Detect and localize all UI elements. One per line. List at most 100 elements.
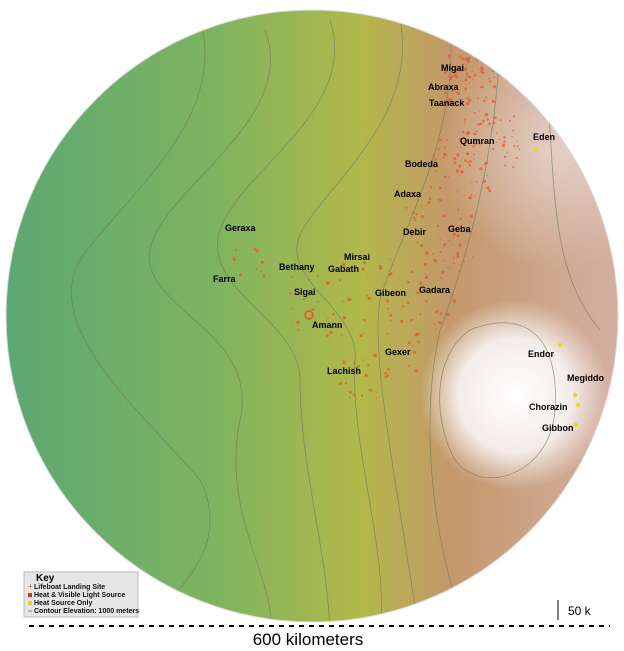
heat-dot — [407, 280, 410, 284]
heat-dot — [386, 374, 389, 378]
place-label: Sigai — [294, 287, 316, 297]
heat-dot — [414, 333, 418, 337]
heat-dot — [460, 169, 464, 174]
heat-dot — [463, 118, 467, 121]
heat-dot — [359, 333, 363, 338]
heat-dot — [373, 353, 377, 358]
heat-dot — [384, 282, 387, 285]
heat-dot — [386, 307, 389, 310]
heat-dot — [321, 324, 324, 327]
heat-dot — [449, 98, 453, 102]
heat-dot — [479, 86, 482, 88]
heat-dot — [260, 260, 265, 265]
heat-only-dot — [574, 423, 578, 427]
heat-dot — [468, 159, 472, 163]
place-label: Endor — [528, 349, 554, 359]
heat-dot — [496, 141, 498, 144]
heat-dot — [435, 327, 438, 329]
heat-dot — [457, 208, 460, 211]
heat-dot — [386, 332, 389, 335]
heat-dot — [435, 310, 439, 314]
heat-dot — [501, 143, 506, 148]
heat-dot — [389, 258, 391, 261]
heat-dot — [417, 340, 421, 344]
heat-dot — [291, 307, 293, 310]
heat-only-dot — [558, 343, 562, 347]
place-label: Chorazin — [529, 402, 568, 412]
heat-dot — [466, 101, 470, 106]
heat-dot — [447, 97, 451, 101]
heat-dot — [447, 176, 450, 178]
heat-dot — [389, 272, 393, 276]
heat-dot — [367, 296, 371, 301]
heat-dot — [511, 135, 513, 138]
heat-dot — [479, 167, 483, 171]
svg-text:+: + — [28, 582, 33, 591]
heat-dot — [348, 396, 351, 399]
heat-dot — [516, 140, 519, 142]
heat-dot — [466, 76, 469, 78]
heat-dot — [468, 75, 472, 79]
heat-dot — [439, 250, 442, 253]
heat-dot — [474, 142, 477, 146]
heat-dot — [446, 313, 450, 317]
heat-dot — [515, 157, 518, 160]
heat-dot — [503, 155, 507, 159]
key: Key + Lifeboat Landing Site Heat & Visib… — [23, 571, 139, 618]
heat-dot — [464, 159, 467, 163]
heat-dot — [327, 317, 329, 319]
heat-dot — [260, 270, 262, 272]
heat-dot — [410, 321, 412, 323]
place-label: Gibbon — [542, 423, 574, 433]
heat-dot — [255, 268, 258, 270]
heat-dot — [456, 251, 460, 255]
heat-dot — [465, 240, 467, 242]
heat-dot — [376, 397, 378, 400]
heat-dot — [444, 71, 447, 75]
heat-dot — [309, 308, 312, 311]
heat-dot — [407, 301, 410, 304]
heat-dot — [480, 70, 484, 74]
heat-dot — [462, 260, 465, 263]
heat-dot — [470, 181, 472, 184]
heat-dot — [513, 144, 516, 148]
heat-dot — [472, 145, 475, 148]
heat-dot — [353, 362, 356, 365]
place-label: Debir — [403, 227, 427, 237]
place-label: Gadara — [419, 285, 451, 295]
heat-dot — [438, 321, 442, 324]
heat-dot — [468, 82, 471, 84]
heat-dot — [468, 98, 472, 102]
heat-dot — [362, 261, 367, 265]
heat-dot — [473, 153, 475, 156]
heat-dot — [407, 341, 411, 345]
heat-dot — [475, 130, 478, 133]
heat-dot — [326, 333, 330, 337]
heat-dot — [350, 298, 353, 301]
heat-dot — [451, 62, 453, 64]
heat-dot — [307, 278, 310, 281]
heat-dot — [454, 73, 458, 77]
heat-dot — [385, 299, 390, 303]
heat-dot — [471, 185, 473, 187]
heat-dot — [477, 123, 480, 126]
place-label: Taanack — [429, 98, 465, 108]
heat-dot — [456, 255, 460, 259]
heat-dot — [363, 332, 366, 335]
heat-dot — [348, 390, 352, 394]
heat-dot — [477, 68, 480, 70]
heat-dot — [351, 367, 353, 369]
place-label: Abraxa — [428, 82, 460, 92]
heat-dot — [338, 325, 342, 328]
heat-dot — [468, 196, 472, 200]
heat-dot — [503, 136, 506, 139]
heat-dot — [361, 267, 365, 271]
heat-dot — [253, 247, 257, 252]
heat-only-dot — [573, 393, 577, 397]
heat-dot — [444, 91, 447, 94]
heat-dot — [347, 297, 351, 302]
heat-dot — [458, 55, 462, 58]
heat-dot — [239, 273, 242, 277]
heat-dot — [384, 371, 387, 375]
heat-dot — [495, 132, 498, 134]
